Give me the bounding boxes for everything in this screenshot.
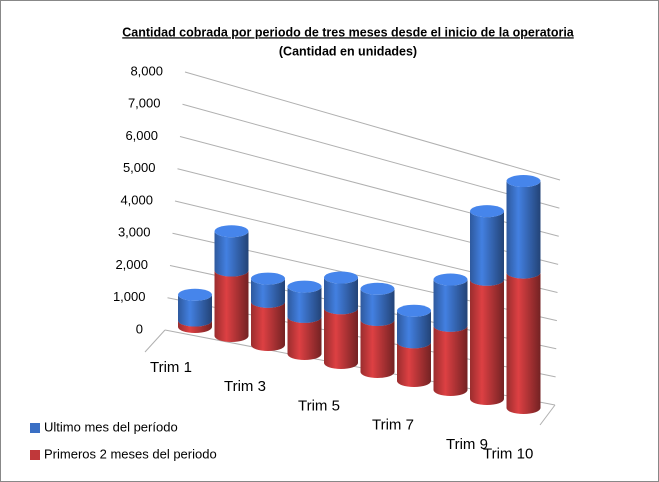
y-tick-label: 3,000 bbox=[118, 225, 151, 240]
floor-edge bbox=[144, 329, 166, 353]
y-tick-label: 4,000 bbox=[120, 192, 153, 207]
legend-swatch bbox=[30, 450, 40, 460]
y-tick-label: 0 bbox=[136, 321, 143, 336]
bar-segment bbox=[360, 282, 395, 326]
x-tick-label: Trim 9 bbox=[446, 436, 488, 453]
bar-segment bbox=[251, 272, 285, 308]
y-tick-label: 6,000 bbox=[125, 128, 158, 143]
y-tick-label: 1,000 bbox=[113, 289, 146, 304]
legend-label: Primeros 2 meses del periodo bbox=[44, 446, 217, 461]
grid-line bbox=[184, 71, 561, 181]
bar-segment bbox=[214, 225, 249, 277]
chart-title: Cantidad cobrada por periodo de tres mes… bbox=[122, 25, 575, 39]
legend-label: Ultimo mes del período bbox=[44, 419, 178, 434]
y-tick-label: 7,000 bbox=[128, 96, 161, 111]
bar-segment bbox=[324, 271, 358, 315]
y-tick-label: 5,000 bbox=[123, 160, 156, 175]
bar-segment bbox=[470, 205, 504, 286]
x-tick-label: Trim 1 bbox=[150, 359, 192, 376]
bar-segment bbox=[470, 273, 504, 405]
bar-segment bbox=[287, 280, 322, 323]
bar-segment bbox=[433, 273, 468, 332]
x-tick-label: Trim 10 bbox=[483, 445, 533, 462]
x-tick-label: Trim 7 bbox=[372, 417, 414, 434]
bar-segment bbox=[178, 288, 212, 327]
bar-segment bbox=[506, 266, 541, 414]
chart-subtitle: (Cantidad en unidades) bbox=[279, 44, 417, 58]
y-tick-label: 8,000 bbox=[130, 63, 163, 78]
y-tick-label: 2,000 bbox=[115, 257, 148, 272]
x-tick-label: Trim 3 bbox=[224, 378, 266, 395]
grid-line bbox=[182, 103, 560, 209]
floor-edge bbox=[539, 404, 556, 426]
bar-segment bbox=[506, 175, 541, 279]
x-tick-label: Trim 5 bbox=[298, 397, 340, 414]
bar-segment bbox=[397, 304, 431, 349]
legend-swatch bbox=[30, 423, 40, 433]
